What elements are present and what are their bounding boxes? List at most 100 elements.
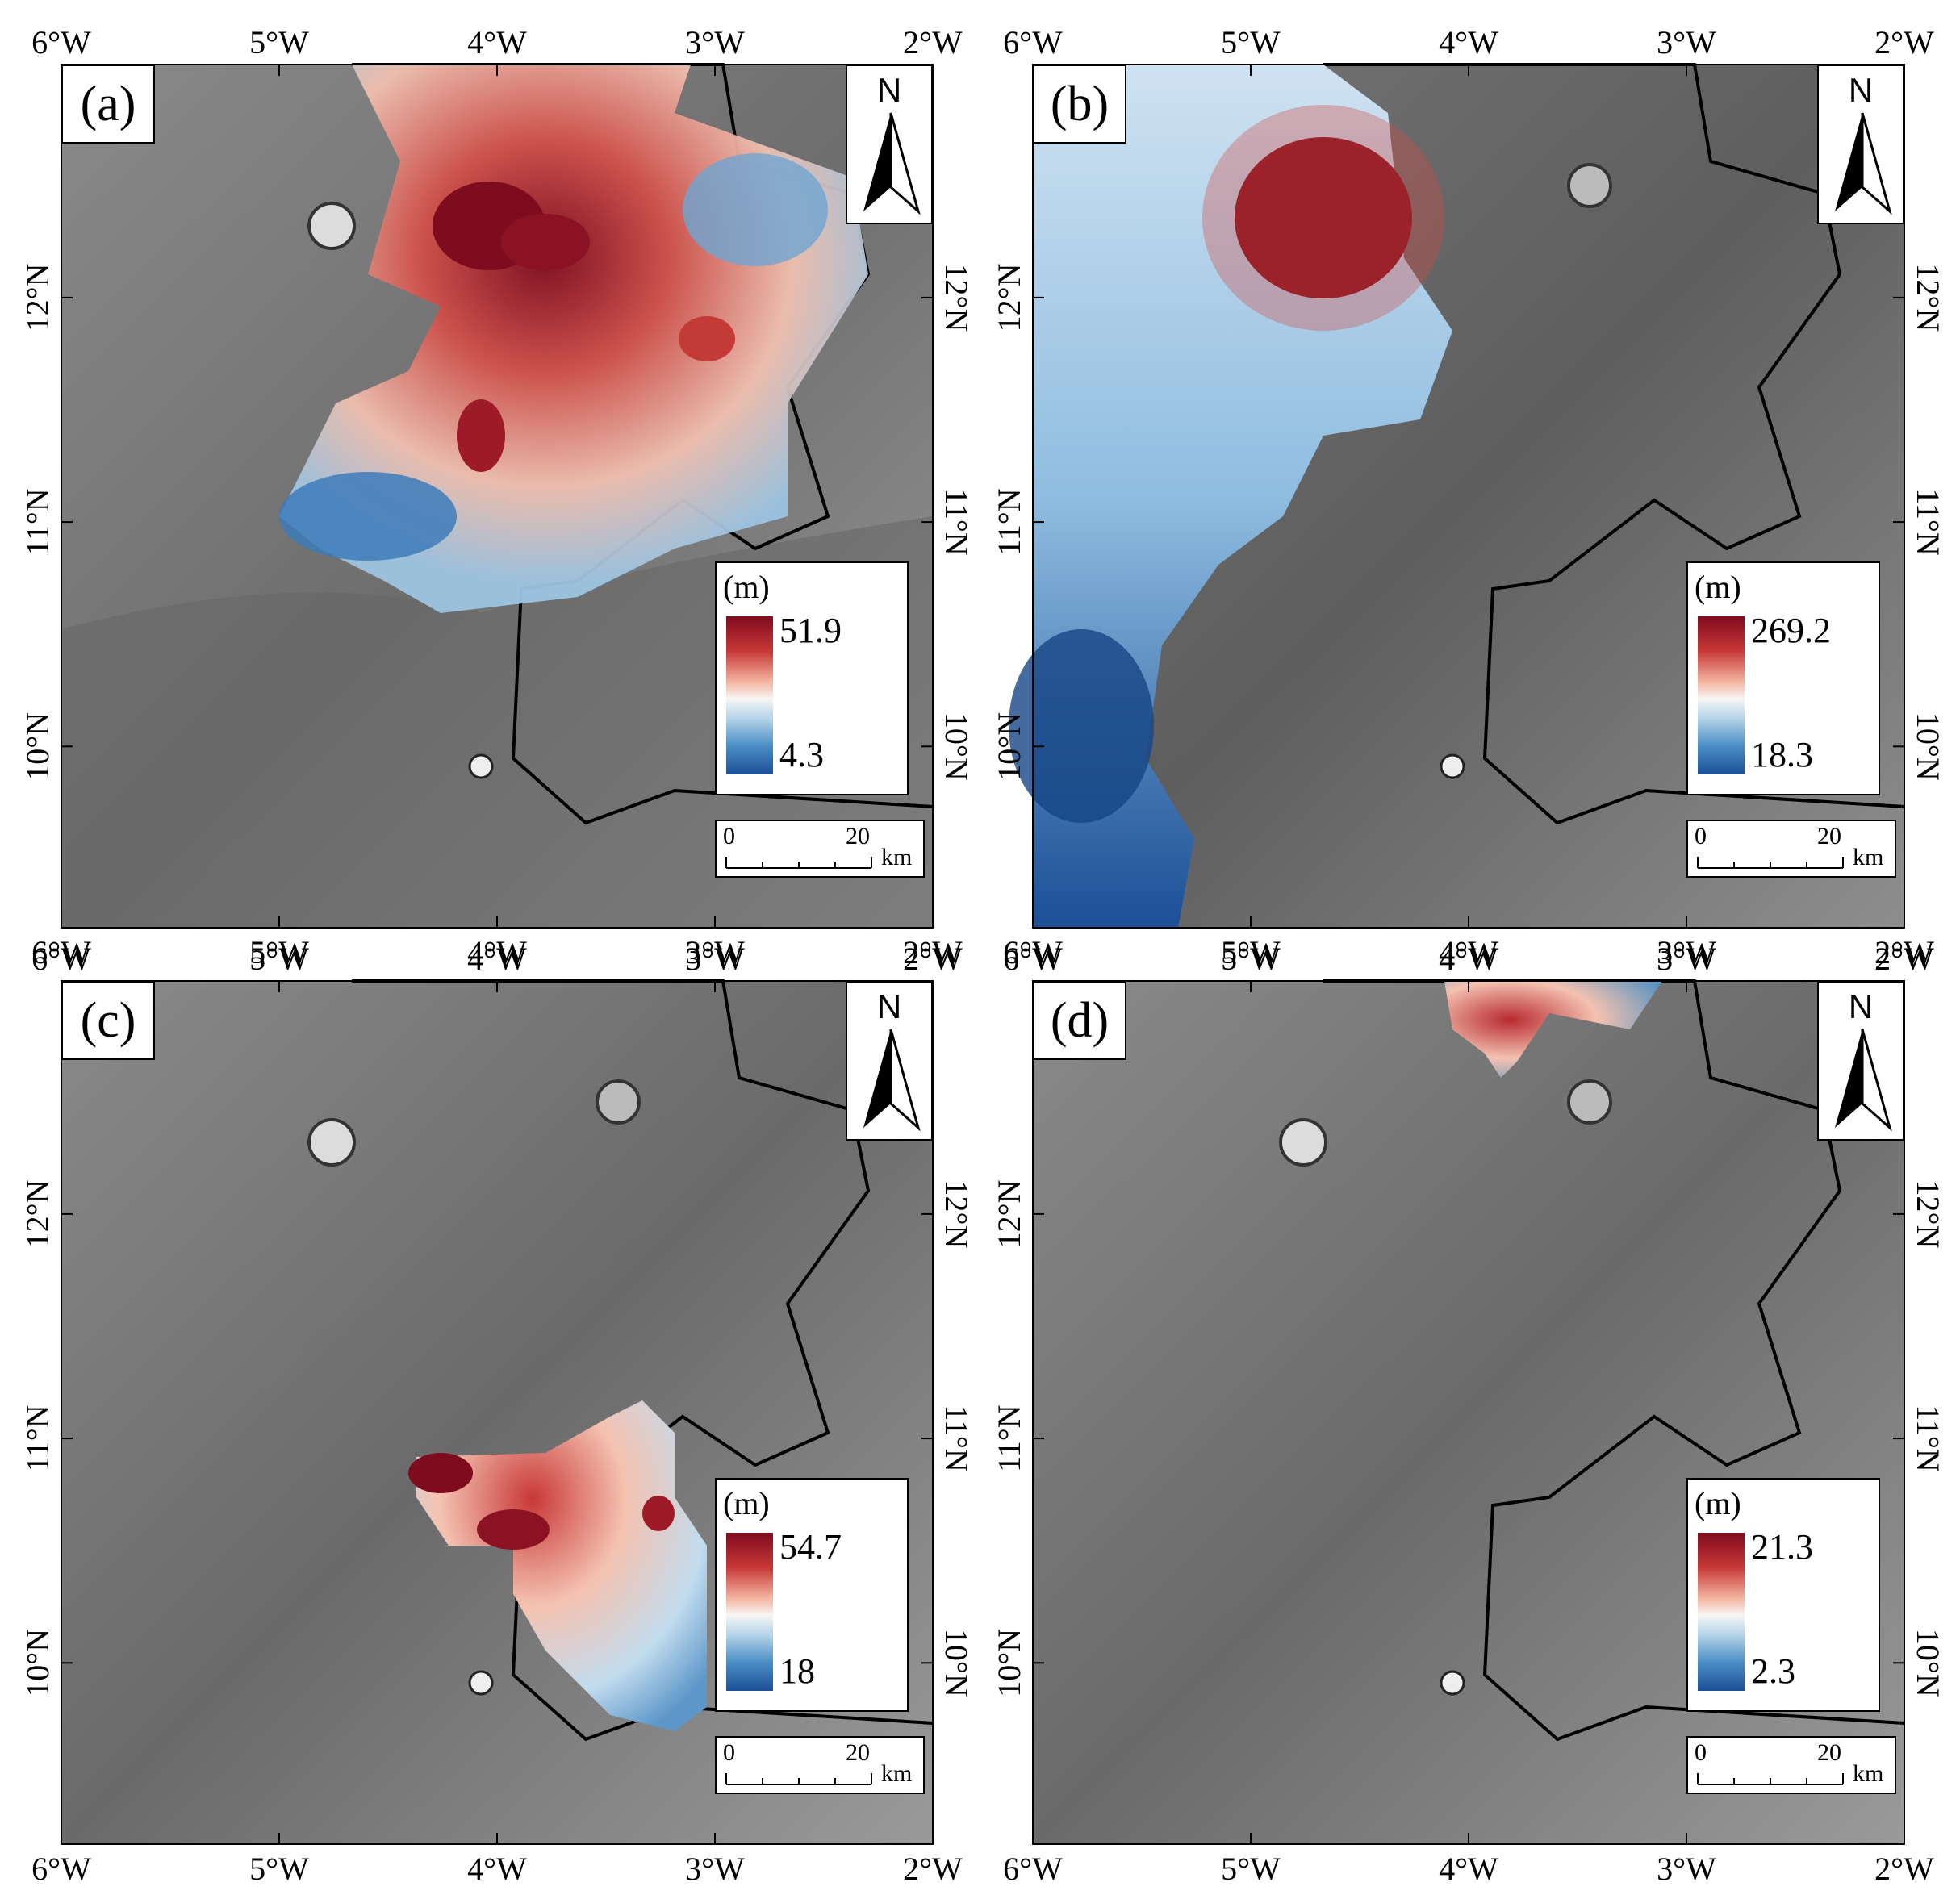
x-tick-label-top: 2°W — [1874, 941, 1934, 977]
crater-icon — [1440, 1670, 1465, 1696]
north-arrow-icon — [863, 112, 921, 215]
legend-min-value: 2.3 — [1751, 1651, 1795, 1691]
y-tick-label-left: 11°N — [19, 488, 56, 555]
panel-label: (a) — [61, 65, 155, 144]
y-tick-label-left: 10°N — [19, 712, 56, 781]
scale-twenty: 20 — [1817, 823, 1841, 849]
map-panel-d: (d) N (m) 21.3 2.3 0 20 km — [1032, 979, 1905, 1845]
north-arrow-icon — [1835, 112, 1892, 215]
legend-color-ramp — [1698, 1533, 1745, 1691]
x-tick-label-top: 4°W — [1439, 24, 1498, 61]
scale-bar: 0 20 km — [715, 1736, 925, 1794]
x-tick-label-top: 5°W — [249, 24, 309, 61]
unit-boundary — [1323, 63, 1905, 825]
y-tick-label-right: 12°N — [1910, 1179, 1946, 1248]
north-letter: N — [1848, 71, 1874, 109]
scale-zero: 0 — [1695, 823, 1707, 849]
x-tick-label-bottom: 3°W — [685, 1851, 745, 1887]
x-tick-label-top: 5°W — [1221, 24, 1281, 61]
x-tick-label-bottom: 4°W — [1439, 1851, 1498, 1887]
legend-color-ramp — [726, 616, 773, 774]
x-tick-label-bottom: 3°W — [1657, 934, 1716, 970]
crater-icon — [307, 1118, 356, 1167]
red-hotspot — [408, 1453, 473, 1493]
x-tick-label-top: 3°W — [1657, 941, 1716, 977]
y-tick-label-right: 10°N — [1910, 712, 1946, 781]
panel-label: (d) — [1033, 981, 1126, 1060]
crater-icon — [1567, 163, 1612, 208]
north-arrow: N — [846, 981, 933, 1141]
x-tick-label-bottom: 6°W — [1003, 934, 1063, 970]
y-tick-label-left: 10°N — [19, 1629, 56, 1697]
legend-max-value: 269.2 — [1751, 611, 1831, 650]
crater-icon — [468, 753, 494, 779]
scale-line — [1697, 857, 1844, 869]
scale-zero: 0 — [723, 1739, 735, 1766]
color-legend: (m) 21.3 2.3 — [1686, 1478, 1880, 1712]
scale-bar: 0 20 km — [1686, 820, 1896, 878]
scale-line — [725, 1773, 872, 1785]
north-arrow-icon — [1835, 1029, 1892, 1132]
y-tick-label-left: 12°N — [19, 1179, 56, 1248]
red-hotspot — [1235, 137, 1412, 298]
scale-zero: 0 — [1695, 1739, 1707, 1766]
scale-unit: km — [1853, 844, 1884, 870]
crater-icon — [596, 1079, 641, 1125]
legend-min-value: 18 — [779, 1651, 815, 1691]
scale-bar: 0 20 km — [1686, 1736, 1896, 1794]
scale-twenty: 20 — [846, 1739, 870, 1766]
x-tick-label-top: 6°W — [31, 941, 91, 977]
y-tick-label-right: 10°N — [1910, 1629, 1946, 1697]
north-letter: N — [876, 71, 902, 109]
x-tick-label-bottom: 6°W — [1003, 1851, 1063, 1887]
y-tick-label-left: 11°N — [991, 488, 1027, 555]
x-tick-label-top: 4°W — [467, 24, 527, 61]
crater-icon — [468, 1670, 494, 1696]
legend-color-ramp — [726, 1533, 773, 1691]
panel-label: (c) — [61, 981, 155, 1060]
legend-unit: (m) — [1695, 569, 1741, 605]
color-legend: (m) 54.7 18 — [715, 1478, 909, 1712]
map-svg-d — [1032, 979, 1905, 1845]
x-tick-label-top: 4°W — [1439, 941, 1498, 977]
blue-zone — [683, 153, 828, 266]
scale-unit: km — [881, 844, 913, 870]
red-hotspot — [457, 399, 505, 472]
x-tick-label-bottom: 6°W — [31, 934, 91, 970]
x-tick-label-bottom: 2°W — [1874, 1851, 1934, 1887]
legend-max-value: 54.7 — [779, 1527, 842, 1567]
scale-line — [725, 857, 872, 869]
x-tick-label-top: 6°W — [31, 24, 91, 61]
y-tick-label-right: 11°N — [1910, 488, 1946, 555]
crater-icon — [307, 202, 356, 250]
x-tick-label-top: 2°W — [903, 941, 963, 977]
x-tick-label-bottom: 5°W — [1221, 934, 1281, 970]
y-tick-label-left: 12°N — [991, 263, 1027, 332]
map-panel-a: (a) N (m) 51.9 4.3 0 20 km — [61, 63, 934, 929]
x-tick-label-top: 5°W — [1221, 941, 1281, 977]
x-tick-label-bottom: 4°W — [1439, 934, 1498, 970]
scale-zero: 0 — [723, 823, 735, 849]
crater-icon — [1440, 753, 1465, 779]
color-legend: (m) 269.2 18.3 — [1686, 561, 1880, 795]
y-tick-label-right: 11°N — [1910, 1404, 1946, 1471]
y-tick-label-right: 12°N — [1910, 263, 1946, 332]
y-tick-label-right: 12°N — [938, 263, 975, 332]
north-arrow-icon — [863, 1029, 921, 1132]
x-tick-label-bottom: 2°W — [1874, 934, 1934, 970]
x-tick-label-top: 4°W — [467, 941, 527, 977]
x-tick-label-bottom: 5°W — [249, 1851, 309, 1887]
x-tick-label-bottom: 6°W — [31, 1851, 91, 1887]
north-arrow: N — [846, 65, 933, 224]
red-hotspot — [1202, 105, 1444, 331]
panel-label: (b) — [1033, 65, 1126, 144]
unit-boundary — [352, 979, 934, 1742]
x-tick-label-bottom: 4°W — [467, 1851, 527, 1887]
north-arrow: N — [1817, 65, 1904, 224]
legend-min-value: 18.3 — [1751, 735, 1813, 774]
y-tick-label-left: 11°N — [991, 1404, 1027, 1471]
x-tick-label-bottom: 5°W — [1221, 1851, 1281, 1887]
north-letter: N — [876, 987, 902, 1025]
scale-twenty: 20 — [846, 823, 870, 849]
scale-line — [1697, 1773, 1844, 1785]
